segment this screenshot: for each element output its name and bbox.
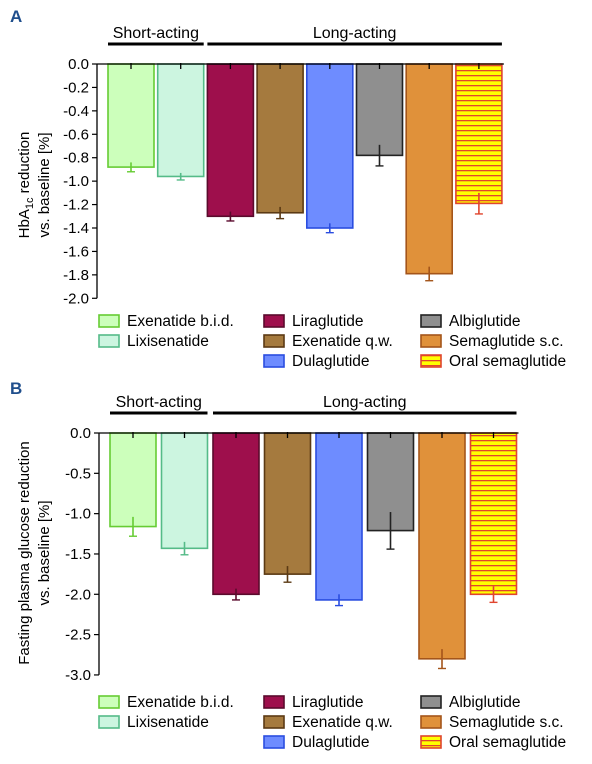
legend-label: Oral semaglutide <box>449 353 566 370</box>
y-tick-label: -1.6 <box>63 243 89 260</box>
legend-swatch <box>263 314 285 328</box>
bar-dulaglutide <box>315 432 363 601</box>
legend-swatch <box>420 695 442 709</box>
legend-label: Exenatide q.w. <box>292 333 393 350</box>
y-tick-label: -1.2 <box>63 197 89 214</box>
bar-oral-semaglutide <box>469 432 518 596</box>
group-label: Short-acting <box>116 394 202 411</box>
bar-albiglutide <box>355 63 404 157</box>
y-tick-label: 0.0 <box>70 425 91 442</box>
legend-swatch <box>420 334 442 348</box>
group-label: Long-acting <box>323 394 407 411</box>
bar-exenatide-q-w- <box>256 63 304 214</box>
y-tick-label: -3.0 <box>65 667 91 684</box>
group-label: Short-acting <box>113 25 199 42</box>
y-tick-label: -1.5 <box>65 546 91 563</box>
bar-semaglutide-s-c- <box>405 63 454 275</box>
legend-label: Liraglutide <box>292 313 364 330</box>
y-tick-label: -0.5 <box>65 465 91 482</box>
bar-lixisenatide <box>160 432 209 550</box>
legend-swatch <box>263 334 285 348</box>
legend-label: Exenatide b.i.d. <box>127 694 234 711</box>
legend-swatch <box>98 715 120 729</box>
group-label: Long-acting <box>313 25 397 42</box>
bar-exenatide-b-i-d- <box>107 63 155 168</box>
y-tick-label: -1.0 <box>63 173 89 190</box>
legend-label: Albiglutide <box>449 313 521 330</box>
legend-swatch <box>98 695 120 709</box>
y-tick-label: -0.4 <box>63 103 89 120</box>
legend-label: Albiglutide <box>449 694 521 711</box>
y-tick-label: -2.0 <box>65 586 91 603</box>
legend-swatch <box>420 354 442 368</box>
panel-letter: A <box>10 7 22 26</box>
legend-swatch <box>420 314 442 328</box>
bar-oral-semaglutide <box>455 63 503 205</box>
bar-liraglutide <box>212 432 260 596</box>
legend-label: Exenatide q.w. <box>292 714 393 731</box>
legend-swatch <box>263 354 285 368</box>
y-tick-label: -1.4 <box>63 220 89 237</box>
legend-swatch <box>98 314 120 328</box>
bar-lixisenatide <box>156 63 205 178</box>
bar-liraglutide <box>206 63 255 218</box>
bar-exenatide-b-i-d- <box>109 432 157 528</box>
y-tick-label: -2.0 <box>63 290 89 307</box>
y-tick-label: 0.0 <box>68 56 89 73</box>
legend-label: Dulaglutide <box>292 734 370 751</box>
legend: Exenatide b.i.d. Lixisenatide Liraglutide E… <box>98 694 566 751</box>
legend-label: Dulaglutide <box>292 353 370 370</box>
panel-B: B 0.0 -0.5 -1.0 -1.5 -2.0 -2.5 -3.0 Fasting plas… <box>10 379 566 751</box>
y-axis-label-2: vs. baseline [%] <box>36 500 53 605</box>
legend-swatch <box>420 715 442 729</box>
y-axis-label-line1: HbA1c reduction <box>16 132 36 239</box>
y-axis-label: Fasting plasma glucose reduction <box>16 441 33 664</box>
legend-label: Oral semaglutide <box>449 734 566 751</box>
legend-label: Liraglutide <box>292 694 364 711</box>
y-tick-label: -1.8 <box>63 267 89 284</box>
y-tick-label: -0.2 <box>63 79 89 96</box>
legend-label: Semaglutide s.c. <box>449 714 564 731</box>
y-tick-label: -0.8 <box>63 150 89 167</box>
legend-label: Semaglutide s.c. <box>449 333 564 350</box>
legend-label: Lixisenatide <box>127 714 209 731</box>
bar-dulaglutide <box>305 63 354 229</box>
legend-swatch <box>263 715 285 729</box>
legend: Exenatide b.i.d. Lixisenatide Liraglutide E… <box>98 313 566 370</box>
legend-swatch <box>98 334 120 348</box>
y-axis-label-line1: Fasting plasma glucose reduction <box>16 441 33 664</box>
legend-swatch <box>263 735 285 749</box>
y-axis-label-line2: vs. baseline [%] <box>36 132 53 237</box>
panel-A: A 0.0 -0.2 -0.4 -0.6 -0.8 -1.0 -1.2 -1.4 -1.6 -1.8… <box>10 7 566 370</box>
bar-exenatide-q-w- <box>263 432 312 575</box>
bar-semaglutide-s-c- <box>418 432 466 660</box>
y-tick-label: -0.6 <box>63 126 89 143</box>
y-axis-label-2: vs. baseline [%] <box>36 132 53 237</box>
legend-swatch <box>263 695 285 709</box>
y-axis-label-line2: vs. baseline [%] <box>36 500 53 605</box>
legend-label: Lixisenatide <box>127 333 209 350</box>
y-axis-label: HbA1c reduction <box>16 132 36 239</box>
legend-swatch <box>420 735 442 749</box>
legend-label: Exenatide b.i.d. <box>127 313 234 330</box>
panel-letter: B <box>10 379 22 398</box>
y-tick-label: -1.0 <box>65 506 91 523</box>
y-tick-label: -2.5 <box>65 627 91 644</box>
